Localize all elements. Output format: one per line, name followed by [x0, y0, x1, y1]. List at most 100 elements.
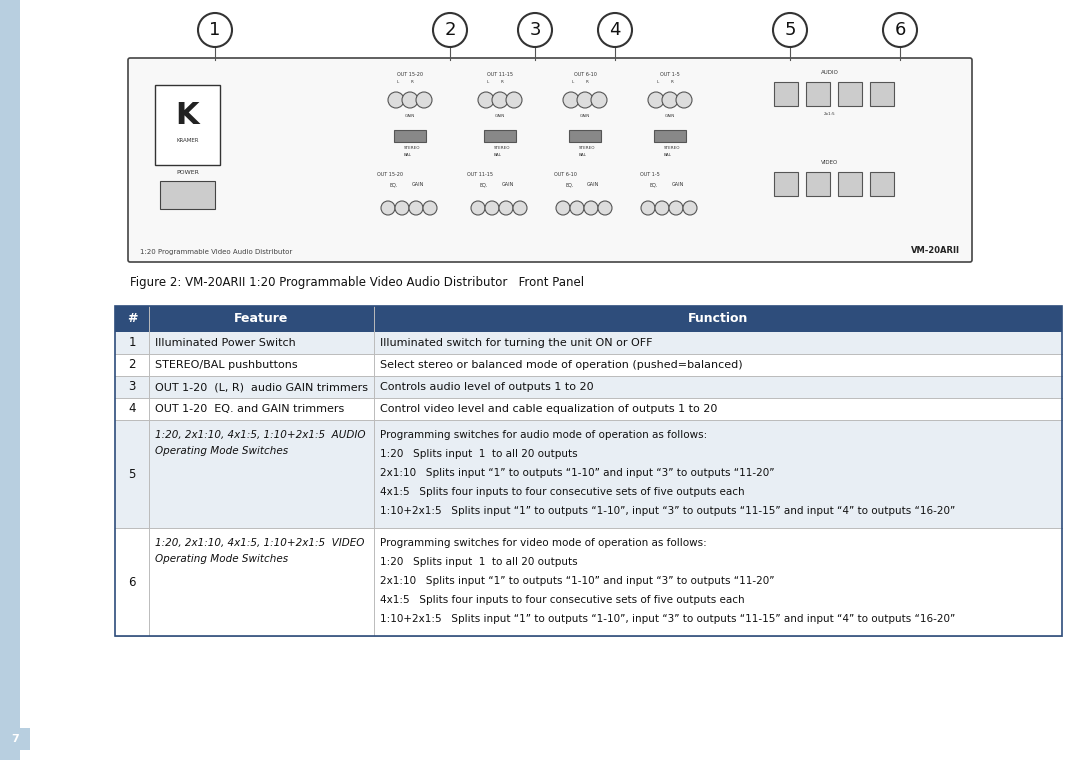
- Text: 4: 4: [609, 21, 621, 39]
- Text: STEREO: STEREO: [664, 146, 680, 150]
- Text: STEREO/BAL pushbuttons: STEREO/BAL pushbuttons: [156, 360, 298, 370]
- Text: EQ.: EQ.: [650, 182, 659, 188]
- Text: Programming switches for audio mode of operation as follows:: Programming switches for audio mode of o…: [380, 430, 707, 440]
- Circle shape: [570, 201, 584, 215]
- Text: R: R: [500, 80, 503, 84]
- Text: KRAMER: KRAMER: [176, 138, 199, 143]
- Bar: [838, 82, 862, 106]
- Text: VM-5ARII, VM-20ARII – Defining the VM-5ARII and VM-20ARII: VM-5ARII, VM-20ARII – Defining the VM-5A…: [5, 154, 15, 447]
- Circle shape: [598, 13, 632, 47]
- Text: L: L: [657, 80, 659, 84]
- Text: 3: 3: [529, 21, 541, 39]
- Text: 1:20, 2x1:10, 4x1:5, 1:10+2x1:5  VIDEO: 1:20, 2x1:10, 4x1:5, 1:10+2x1:5 VIDEO: [156, 538, 364, 548]
- Text: GAIN: GAIN: [502, 182, 514, 188]
- Bar: [394, 130, 426, 142]
- Text: VIDEO: VIDEO: [822, 160, 839, 165]
- Circle shape: [499, 201, 513, 215]
- Text: 1:10+2x1:5   Splits input “1” to outputs “1-10”, input “3” to outputs “11-15” an: 1:10+2x1:5 Splits input “1” to outputs “…: [380, 614, 955, 624]
- Text: 5: 5: [784, 21, 796, 39]
- Text: 2: 2: [129, 359, 136, 372]
- Text: Function: Function: [688, 312, 748, 325]
- Circle shape: [654, 201, 669, 215]
- Circle shape: [433, 13, 467, 47]
- Text: VM-20ARII: VM-20ARII: [912, 246, 960, 255]
- Text: GAIN: GAIN: [411, 182, 424, 188]
- Text: Control video level and cable equalization of outputs 1 to 20: Control video level and cable equalizati…: [380, 404, 717, 414]
- Text: 2x1:10   Splits input “1” to outputs “1-10” and input “3” to outputs “11-20”: 2x1:10 Splits input “1” to outputs “1-10…: [380, 576, 774, 586]
- Text: 1:20   Splits input  1  to all 20 outputs: 1:20 Splits input 1 to all 20 outputs: [380, 557, 578, 567]
- Circle shape: [676, 92, 692, 108]
- Text: OUT 1-20  EQ. and GAIN trimmers: OUT 1-20 EQ. and GAIN trimmers: [156, 404, 345, 414]
- Bar: [870, 82, 894, 106]
- Circle shape: [198, 13, 232, 47]
- Text: R: R: [410, 80, 414, 84]
- Bar: [774, 82, 798, 106]
- Bar: [114, 376, 1062, 398]
- Bar: [569, 130, 600, 142]
- Text: #: #: [126, 312, 137, 325]
- Circle shape: [773, 13, 807, 47]
- Circle shape: [395, 201, 409, 215]
- Text: Illuminated Power Switch: Illuminated Power Switch: [156, 338, 296, 348]
- Text: OUT 11-15: OUT 11-15: [487, 71, 513, 77]
- Text: R: R: [585, 80, 589, 84]
- Text: Operating Mode Switches: Operating Mode Switches: [156, 446, 288, 456]
- Text: L: L: [572, 80, 575, 84]
- Circle shape: [402, 92, 418, 108]
- Circle shape: [648, 92, 664, 108]
- Circle shape: [478, 92, 494, 108]
- Circle shape: [883, 13, 917, 47]
- Bar: [156, 85, 220, 165]
- Bar: [0, 0, 21, 760]
- Text: BAL: BAL: [579, 153, 588, 157]
- Text: R: R: [671, 80, 674, 84]
- Text: 4x1:5   Splits four inputs to four consecutive sets of five outputs each: 4x1:5 Splits four inputs to four consecu…: [380, 487, 744, 497]
- Bar: [838, 172, 862, 196]
- Circle shape: [662, 92, 678, 108]
- Bar: [114, 332, 1062, 354]
- Bar: [654, 130, 686, 142]
- Text: OUT 6-10: OUT 6-10: [554, 173, 577, 178]
- Circle shape: [577, 92, 593, 108]
- Text: 1: 1: [129, 337, 136, 350]
- Text: Programming switches for video mode of operation as follows:: Programming switches for video mode of o…: [380, 538, 706, 548]
- Bar: [114, 398, 1062, 420]
- Text: STEREO: STEREO: [579, 146, 595, 150]
- Circle shape: [409, 201, 423, 215]
- Bar: [806, 82, 831, 106]
- Bar: [114, 354, 1062, 376]
- Text: BAL: BAL: [664, 153, 672, 157]
- Text: OUT 6-10: OUT 6-10: [573, 71, 596, 77]
- Text: OUT 15-20: OUT 15-20: [397, 71, 423, 77]
- Text: OUT 1-5: OUT 1-5: [640, 173, 660, 178]
- Circle shape: [492, 92, 508, 108]
- Circle shape: [423, 201, 437, 215]
- Text: BAL: BAL: [404, 153, 411, 157]
- Text: 7: 7: [11, 734, 18, 744]
- Text: 2x1:5: 2x1:5: [824, 112, 836, 116]
- Bar: [114, 306, 1062, 332]
- Circle shape: [381, 201, 395, 215]
- Text: Figure 2: VM-20ARII 1:20 Programmable Video Audio Distributor   Front Panel: Figure 2: VM-20ARII 1:20 Programmable Vi…: [130, 276, 584, 289]
- Bar: [484, 130, 516, 142]
- Text: OUT 1-20  (L, R)  audio GAIN trimmers: OUT 1-20 (L, R) audio GAIN trimmers: [156, 382, 368, 392]
- Text: L: L: [396, 80, 400, 84]
- Bar: [114, 528, 1062, 636]
- Circle shape: [642, 201, 654, 215]
- Text: OUT 15-20: OUT 15-20: [377, 173, 403, 178]
- Text: 2: 2: [444, 21, 456, 39]
- Text: Controls audio level of outputs 1 to 20: Controls audio level of outputs 1 to 20: [380, 382, 594, 392]
- Text: GAIN: GAIN: [665, 114, 675, 118]
- Text: 4x1:5   Splits four inputs to four consecutive sets of five outputs each: 4x1:5 Splits four inputs to four consecu…: [380, 595, 744, 605]
- Text: GAIN: GAIN: [672, 182, 685, 188]
- Text: 1:20, 2x1:10, 4x1:5, 1:10+2x1:5  AUDIO: 1:20, 2x1:10, 4x1:5, 1:10+2x1:5 AUDIO: [156, 430, 365, 440]
- Circle shape: [669, 201, 683, 215]
- Text: 2x1:10   Splits input “1” to outputs “1-10” and input “3” to outputs “11-20”: 2x1:10 Splits input “1” to outputs “1-10…: [380, 468, 774, 478]
- Circle shape: [591, 92, 607, 108]
- Circle shape: [485, 201, 499, 215]
- Text: GAIN: GAIN: [405, 114, 415, 118]
- Text: 1:10+2x1:5   Splits input “1” to outputs “1-10”, input “3” to outputs “11-15” an: 1:10+2x1:5 Splits input “1” to outputs “…: [380, 506, 955, 516]
- Bar: [114, 306, 1062, 636]
- Text: 4: 4: [129, 403, 136, 416]
- Text: BAL: BAL: [494, 153, 502, 157]
